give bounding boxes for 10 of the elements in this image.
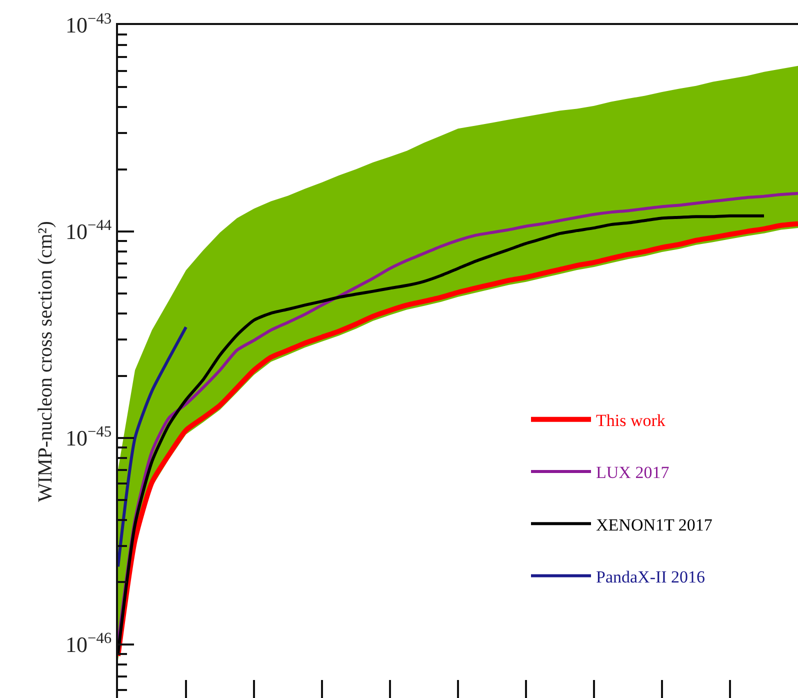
legend-label: XENON1T 2017 bbox=[596, 515, 713, 534]
legend-label: This work bbox=[596, 411, 666, 430]
y-tick-label: 10$^{−44}$ bbox=[66, 216, 112, 244]
y-tick-label: 10$^{−46}$ bbox=[66, 630, 112, 658]
line-series bbox=[118, 326, 188, 568]
y-axis-title: WIMP-nucleon cross section (cm²) bbox=[34, 221, 57, 502]
y-tick-label: 10$^{−45}$ bbox=[66, 423, 112, 451]
legend-label: LUX 2017 bbox=[596, 463, 670, 482]
y-tick-label: 10$^{−43}$ bbox=[66, 10, 112, 38]
legend-label: PandaX-II 2016 bbox=[596, 567, 706, 586]
